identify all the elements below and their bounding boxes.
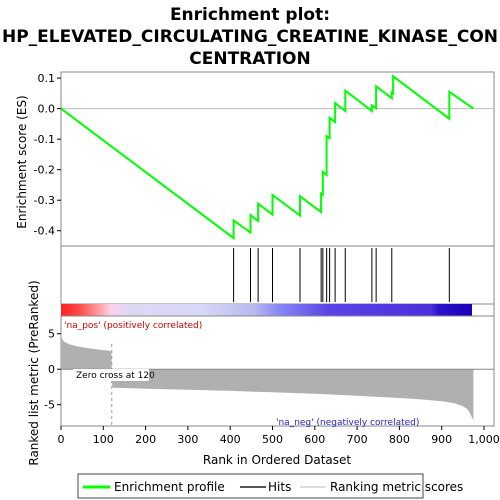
es-y-tick-label: -0.3 xyxy=(34,194,55,207)
es-y-tick-label: -0.2 xyxy=(34,164,55,177)
es-y-tick-label: -0.4 xyxy=(34,225,55,238)
hits-panel xyxy=(60,245,495,305)
es-y-axis-label: Enrichment score (ES) xyxy=(15,95,29,228)
legend-enrichment-label: Enrichment profile xyxy=(114,480,225,494)
x-tick-label: 300 xyxy=(177,433,198,446)
metric-y-tick-label: 0 xyxy=(48,363,55,376)
x-axis-label: Rank in Ordered Dataset xyxy=(203,453,351,467)
metric-y-tick-label: 5 xyxy=(48,328,55,341)
chart-title-line-3: CENTRATION xyxy=(189,49,310,69)
chart-title-line-1: Enrichment plot: xyxy=(170,5,330,25)
zero-cross-label: Zero cross at 120 xyxy=(76,371,155,381)
metric-y-tick-label: -5 xyxy=(44,399,55,412)
x-tick-label: 1,000 xyxy=(468,433,500,446)
x-tick-label: 800 xyxy=(389,433,410,446)
x-tick-label: 200 xyxy=(135,433,156,446)
legend-metric-label: Ranking metric scores xyxy=(330,480,463,494)
x-tick-label: 0 xyxy=(58,433,65,446)
metric-y-axis-label: Ranked list metric (PreRanked) xyxy=(27,280,41,465)
chart-title-line-2: HP_ELEVATED_CIRCULATING_CREATINE_KINASE_… xyxy=(2,27,498,47)
es-y-tick-label: 0.1 xyxy=(38,72,56,85)
x-tick-label: 500 xyxy=(262,433,283,446)
x-tick-label: 600 xyxy=(304,433,325,446)
enrichment-profile-line xyxy=(60,74,474,241)
x-tick-label: 400 xyxy=(220,433,241,446)
ranked-metric-area xyxy=(61,332,474,421)
positive-correlation-label: 'na_pos' (positively correlated) xyxy=(64,321,202,331)
es-y-tick-label: -0.1 xyxy=(34,133,55,146)
es-panel xyxy=(60,71,495,247)
x-tick-label: 900 xyxy=(431,433,452,446)
x-tick-label: 100 xyxy=(93,433,114,446)
legend-hits-label: Hits xyxy=(268,480,291,494)
x-tick-label: 700 xyxy=(347,433,368,446)
negative-correlation-label: 'na_neg' (negatively correlated) xyxy=(276,418,419,428)
es-y-tick-label: 0.0 xyxy=(38,103,56,116)
zero-cross-label-bg xyxy=(73,369,149,381)
rank-color-bar xyxy=(61,304,472,316)
